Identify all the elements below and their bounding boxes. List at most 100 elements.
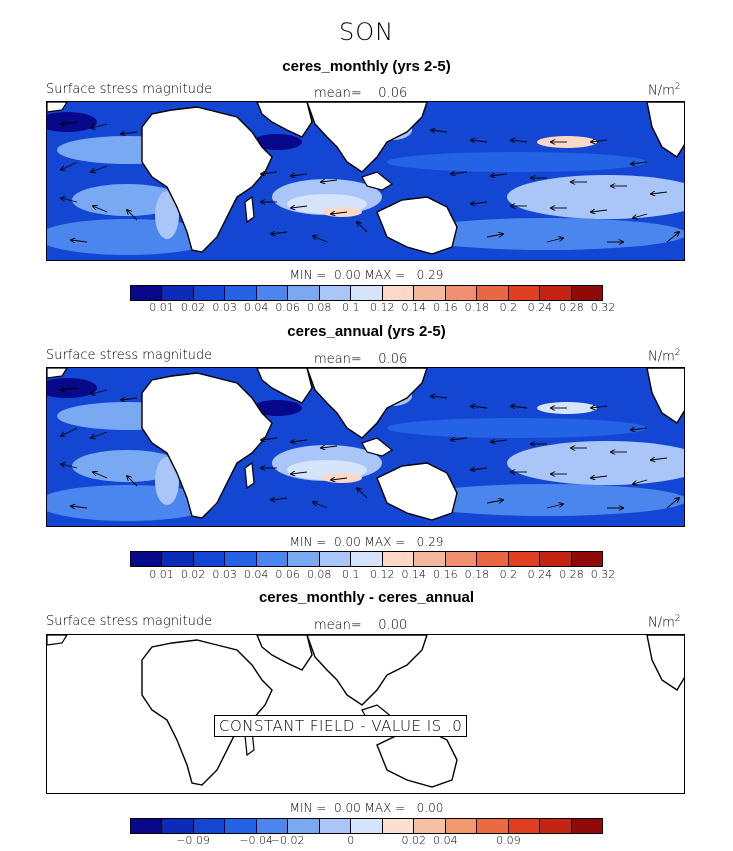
- panel1-colorbar-tick: 0.24: [527, 301, 553, 314]
- panel2-colorbar-tick: 0.2: [499, 568, 518, 581]
- panel1-colorbar-swatch: [477, 286, 509, 300]
- panel1-colorbar-swatch: [288, 286, 320, 300]
- panel2-max-label: MAX =: [364, 535, 406, 549]
- panel3-colorbar-tick: 0.02: [401, 834, 427, 847]
- panel3-colorbar-swatch: [445, 819, 478, 833]
- panel2-colorbar-swatch: [225, 552, 257, 566]
- panel3-max-value: 0.00: [416, 801, 444, 815]
- panel3-colorbar-ticks: −0.09 −0.04 −0.02 0 0.02 0.04 0.09: [130, 834, 603, 848]
- panel1-mean-label: mean=: [314, 86, 362, 101]
- panel1-colorbar-tick: 0.02: [180, 301, 206, 314]
- panel3-minmax: MIN = 0.00 MAX = 0.00: [0, 801, 733, 815]
- panel2-colorbar-swatch: [508, 552, 541, 566]
- panel1-colorbar-tick: 0.28: [559, 301, 584, 314]
- panel1-colorbar-swatch: [414, 286, 446, 300]
- panel3-colorbar-tick: 0: [347, 834, 355, 847]
- panel3-colorbar-swatch: [131, 819, 163, 833]
- panel2-mean-value: 0.06: [378, 352, 408, 367]
- panel2-mean: mean= 0.06: [314, 352, 407, 367]
- panel2-colorbar-swatch: [571, 552, 603, 566]
- panel2-colorbar-tick: 0.28: [559, 568, 584, 581]
- panel1-max-label: MAX =: [364, 268, 406, 282]
- panel2-colorbar-swatch: [414, 552, 446, 566]
- panel2-colorbar-swatch: [477, 552, 509, 566]
- constant-field-message: CONSTANT FIELD - VALUE IS .0: [214, 715, 468, 737]
- panel3-colorbar-swatch: [477, 819, 509, 833]
- panel1-colorbar-swatch: [319, 286, 352, 300]
- panel2-colorbar-swatch: [351, 552, 383, 566]
- panel1-map: [46, 101, 685, 261]
- panel3-colorbar-swatch: [382, 819, 415, 833]
- panel1-colorbar-tick: 0.04: [243, 301, 269, 314]
- panel1-colorbar-swatch: [225, 286, 257, 300]
- panel1-map-svg: [47, 102, 684, 260]
- panel3-mean-value: 0.00: [378, 618, 408, 633]
- panel2-colorbar-swatch: [540, 552, 572, 566]
- panel3-mean: mean= 0.00: [314, 618, 407, 633]
- panel1-units: N/m2: [648, 82, 681, 98]
- panel1-colorbar-swatch: [131, 286, 163, 300]
- panel3-colorbar-swatch: [256, 819, 289, 833]
- panel2-colorbar-swatch: [319, 552, 352, 566]
- panel1-colorbar-swatch: [351, 286, 383, 300]
- panel3-colorbar-swatch: [414, 819, 446, 833]
- panel3-colorbar-swatch: [351, 819, 383, 833]
- panel1-colorbar-swatch: [508, 286, 541, 300]
- panel3-colorbar-tick: −0.09: [176, 834, 210, 847]
- panel1-colorbar-swatch: [540, 286, 572, 300]
- panel2-title: ceres_annual (yrs 2-5): [287, 323, 446, 340]
- panel3-units-sup: 2: [674, 614, 681, 624]
- panel1-units-base: N/m: [648, 83, 675, 99]
- panel2-units: N/m2: [648, 348, 681, 364]
- panel1-colorbar-tick: 0.1: [341, 301, 360, 314]
- panel2-colorbar-tick: 0.24: [527, 568, 553, 581]
- panel3-colorbar-swatch: [508, 819, 541, 833]
- panel2-colorbar-tick: 0.04: [243, 568, 269, 581]
- panel1-wind-vectors: [61, 122, 679, 242]
- panel2-colorbar-tick: 0.18: [464, 568, 490, 581]
- panel1-mean: mean= 0.06: [314, 86, 407, 101]
- panel1-colorbar-tick: 0.14: [401, 301, 427, 314]
- panel1-colorbar-swatch: [162, 286, 194, 300]
- panel3-min-label: MIN =: [289, 801, 327, 815]
- panel2-colorbar-tick: 0.16: [433, 568, 458, 581]
- panel2-colorbar-swatch: [256, 552, 289, 566]
- panel3-title: ceres_monthly - ceres_annual: [258, 589, 475, 606]
- panel3-colorbar-swatch: [162, 819, 194, 833]
- panel1-colorbar-ticks: 0.01 0.02 0.03 0.04 0.06 0.08 0.1 0.12 0.14 0.16 0…: [130, 301, 615, 315]
- panel3-units-base: N/m: [648, 615, 675, 631]
- panel2-map-svg: [47, 368, 684, 526]
- panel2-minmax: MIN = 0.00 MAX = 0.29: [0, 535, 733, 549]
- panel1-colorbar-tick: 0.2: [499, 301, 518, 314]
- panel3-map: CONSTANT FIELD - VALUE IS .0: [46, 634, 685, 794]
- panel1-mean-value: 0.06: [378, 86, 408, 101]
- panel1-colorbar-swatch: [256, 286, 289, 300]
- season-title: SON: [338, 18, 395, 46]
- panel2-colorbar-swatch: [288, 552, 320, 566]
- panel2-min-label: MIN =: [289, 535, 327, 549]
- panel3-colorbar-tick: −0.04: [239, 834, 273, 847]
- panel3-colorbar-tick: −0.02: [270, 834, 305, 847]
- panel2-colorbar-tick: 0.01: [149, 568, 174, 581]
- panel2-colorbar-ticks: 0.01 0.02 0.03 0.04 0.06 0.08 0.1 0.12 0.14 0.16 0…: [130, 568, 615, 582]
- panel3-colorbar-swatch: [540, 819, 572, 833]
- panel1-colorbar-swatch: [193, 286, 226, 300]
- panel2-colorbar-tick: 0.06: [275, 568, 300, 581]
- panel2-colorbar-swatch: [131, 552, 163, 566]
- panel1-minmax: MIN = 0.00 MAX = 0.29: [0, 268, 733, 282]
- panel2-colorbar-tick: 0.08: [306, 568, 332, 581]
- panel2-colorbar: [130, 551, 603, 567]
- panel1-title: ceres_monthly (yrs 2-5): [282, 58, 451, 75]
- panel1-colorbar-tick: 0.06: [275, 301, 300, 314]
- panel1-colorbar-tick: 0.01: [149, 301, 174, 314]
- panel3-units: N/m2: [648, 614, 681, 630]
- panel2-colorbar-tick: 0.02: [180, 568, 206, 581]
- panel1-colorbar-swatch: [382, 286, 415, 300]
- panel1-colorbar: [130, 285, 603, 301]
- panel3-max-label: MAX =: [364, 801, 406, 815]
- panel3-colorbar-swatch: [288, 819, 320, 833]
- panel1-min-label: MIN =: [289, 268, 327, 282]
- panel2-colorbar-tick: 0.03: [212, 568, 237, 581]
- panel2-colorbar-tick: 0.1: [341, 568, 360, 581]
- panel2-colorbar-swatch: [382, 552, 415, 566]
